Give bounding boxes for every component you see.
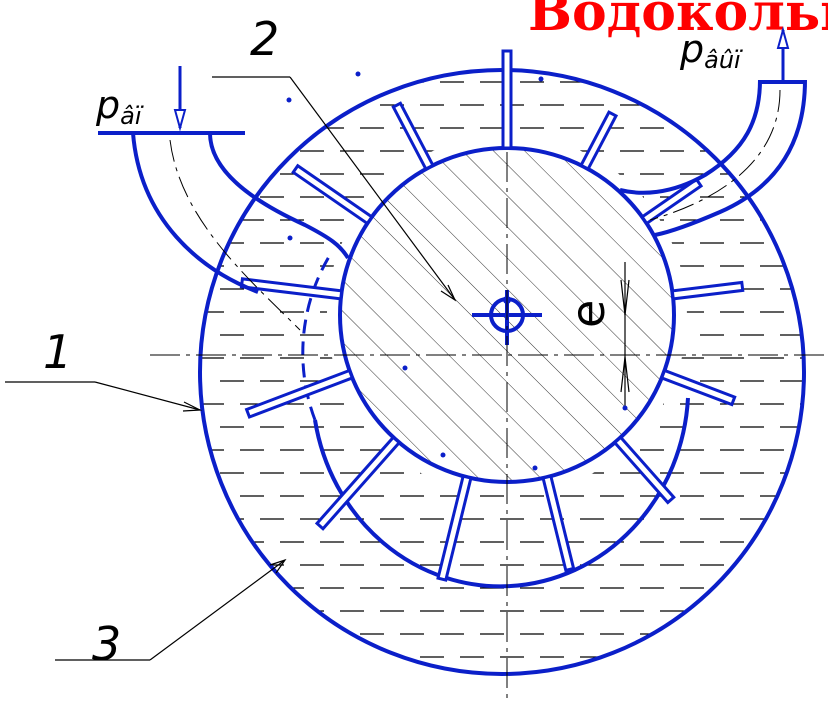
outlet-pressure-symbol: p bbox=[679, 27, 704, 71]
impeller-blade bbox=[670, 280, 745, 301]
eccentricity-dimension bbox=[620, 262, 630, 410]
reference-dots bbox=[286, 71, 628, 471]
inlet-pressure-subscript: âï bbox=[120, 102, 144, 130]
inlet-arrow bbox=[173, 66, 187, 132]
impeller-blade bbox=[579, 110, 619, 172]
outlet-arrow bbox=[776, 26, 790, 82]
leader-lines bbox=[5, 76, 457, 661]
impeller-blade bbox=[291, 163, 374, 226]
impeller-blade bbox=[314, 435, 402, 531]
part-2-label: 2 bbox=[250, 12, 279, 66]
impeller-blade bbox=[436, 474, 473, 582]
outlet-pressure-subscript: âûï bbox=[704, 46, 743, 74]
inlet-pressure-label: pâï bbox=[95, 83, 144, 130]
impeller-blade bbox=[244, 368, 355, 419]
impeller-blade bbox=[501, 49, 513, 150]
outlet-pressure-label: pâûï bbox=[679, 27, 743, 74]
inlet-pressure-symbol: p bbox=[95, 83, 120, 127]
impeller-blade bbox=[391, 101, 435, 172]
centerlines bbox=[150, 60, 828, 702]
inlet-port-dashed-center bbox=[169, 139, 301, 331]
impeller-blade bbox=[659, 368, 737, 407]
impeller-blade bbox=[239, 277, 344, 301]
impeller-blade bbox=[541, 474, 576, 573]
impeller-blade bbox=[640, 177, 704, 226]
title-text: Водокольцевой bbox=[528, 0, 828, 43]
impeller-blades bbox=[239, 49, 745, 582]
part-1-label: 1 bbox=[43, 325, 72, 379]
discharge-port-dashed-center bbox=[649, 89, 781, 221]
eccentricity-label: e bbox=[561, 300, 615, 328]
impeller-blade bbox=[612, 435, 676, 505]
inlet-port bbox=[98, 131, 350, 294]
part-3-label: 3 bbox=[92, 617, 121, 671]
